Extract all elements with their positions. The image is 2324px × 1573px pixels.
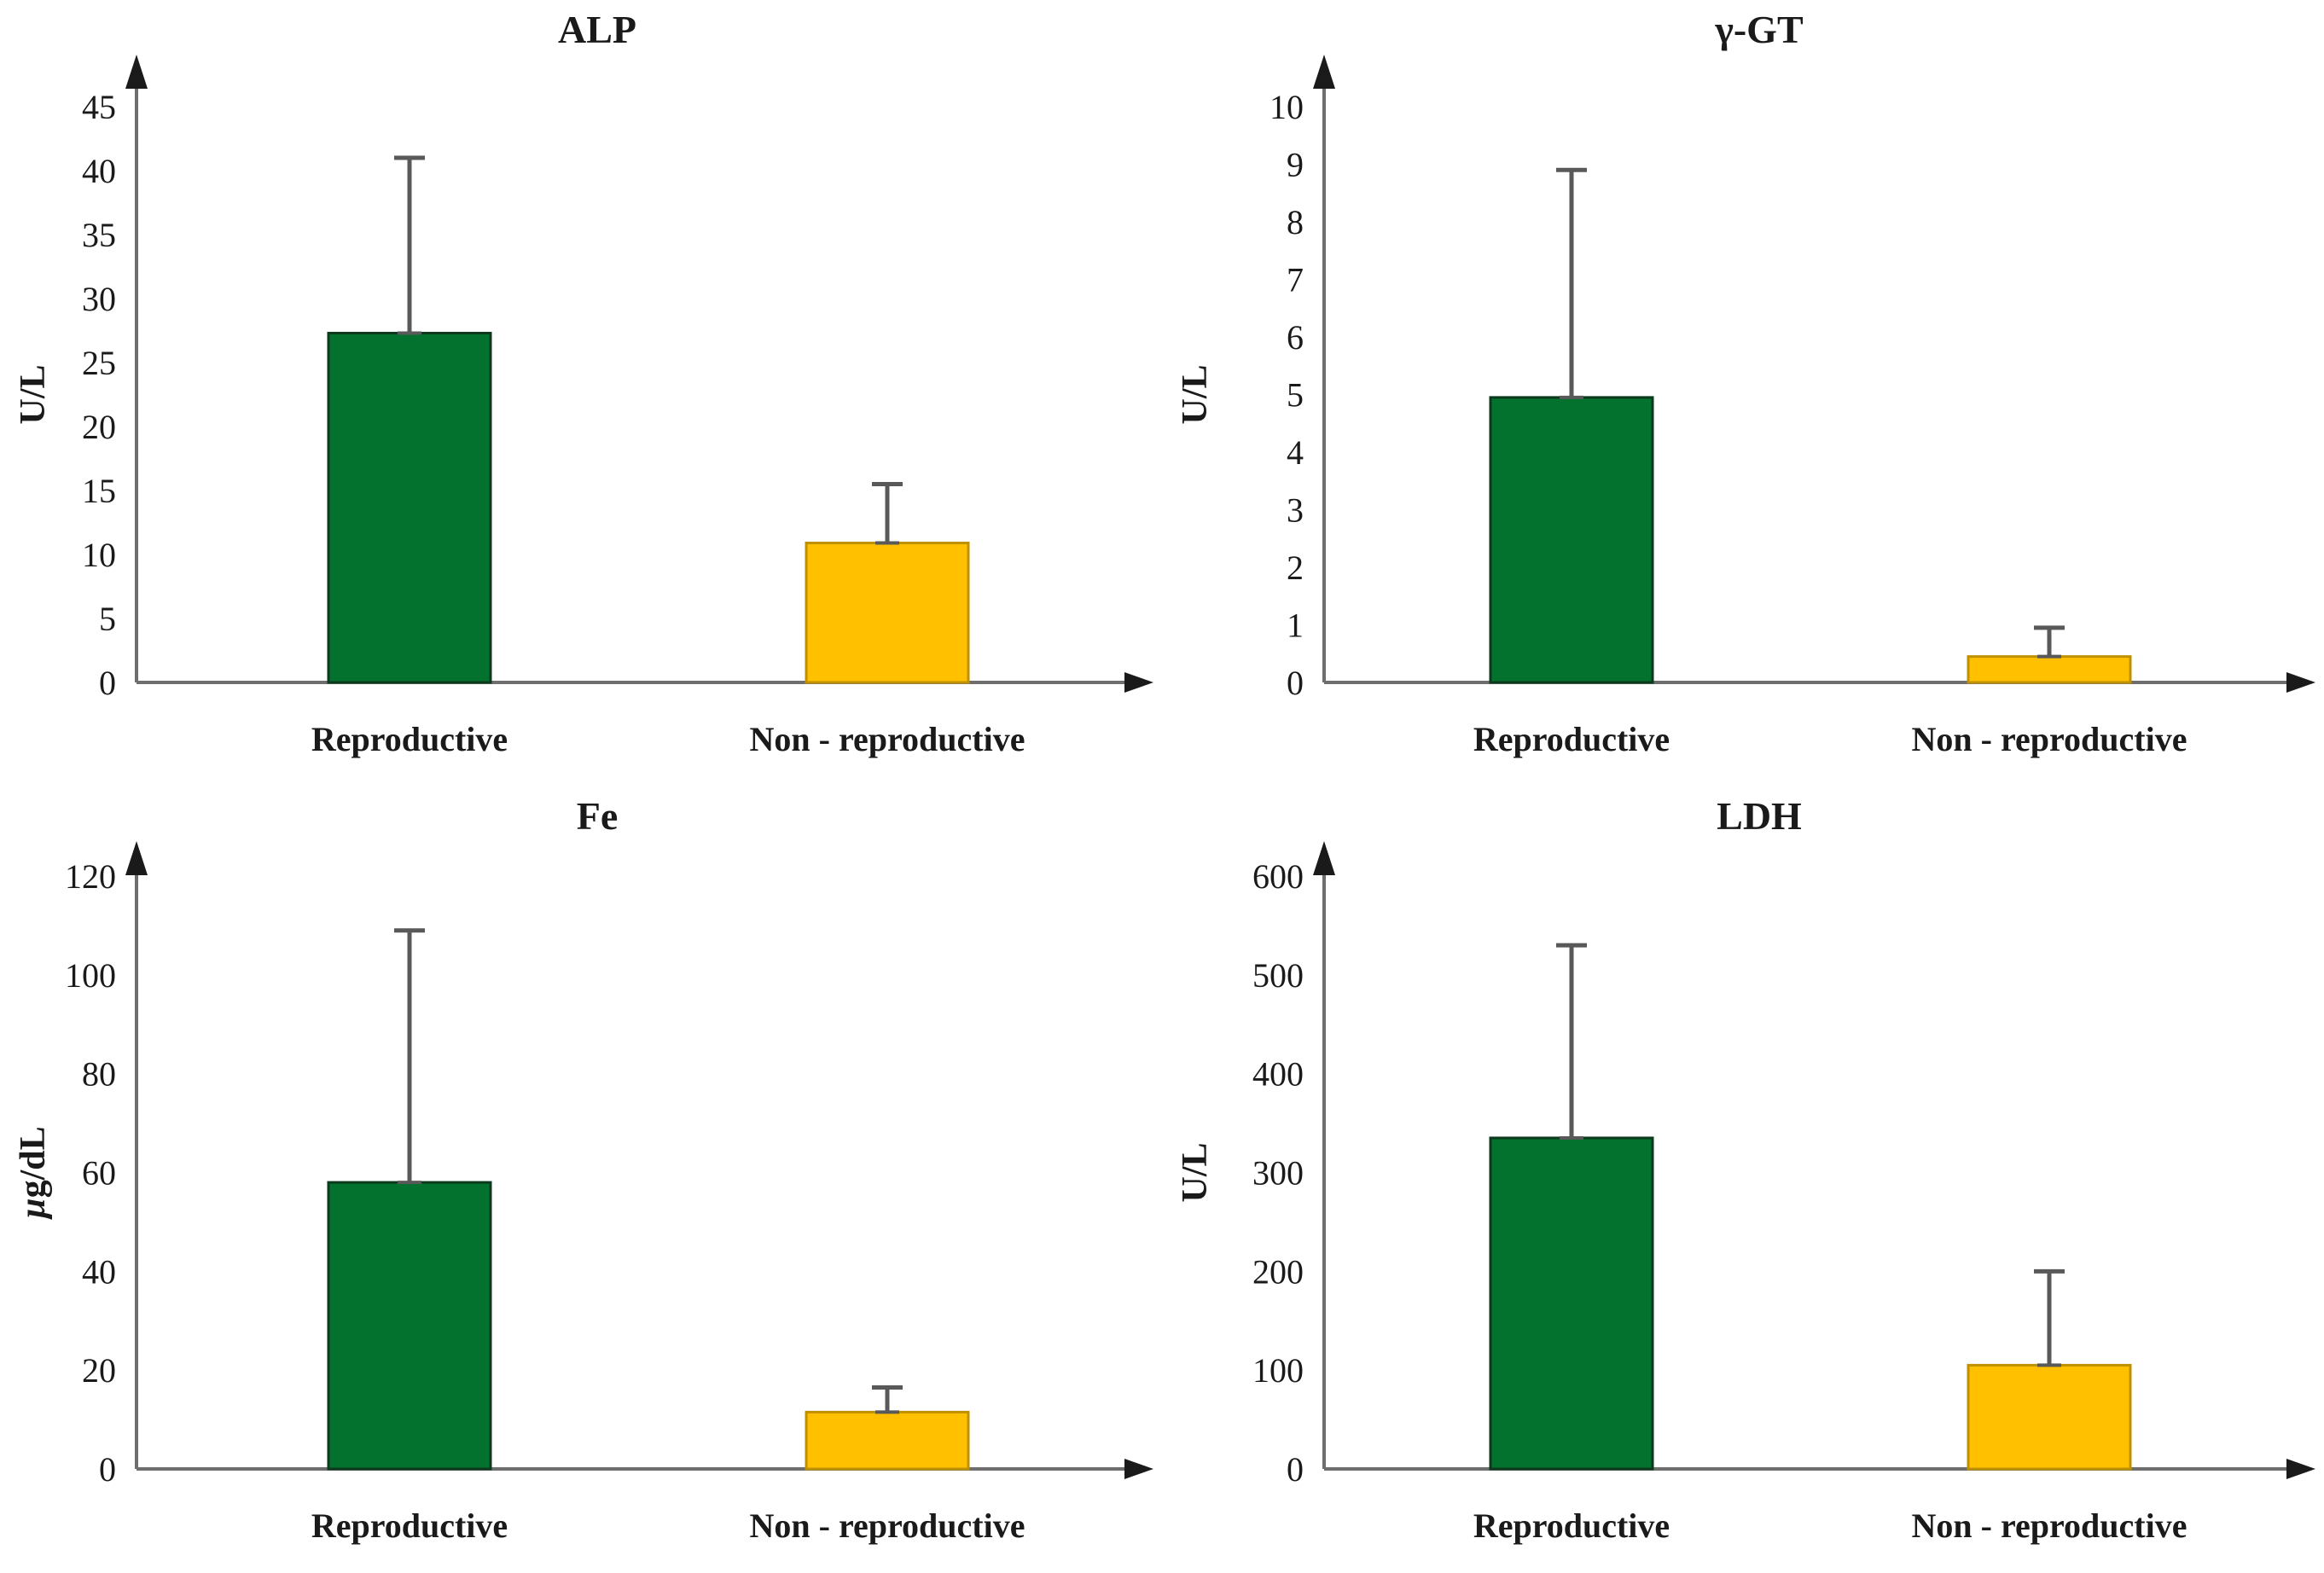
chart-svg: 0 100 200 300 400 500 600 U/L LDH Reproductive Non… <box>1176 794 2315 1545</box>
chart-title: Fe <box>577 794 619 838</box>
chart-svg: 0 5 10 15 20 25 30 35 40 45 U/L ALP Reproductive Non … <box>14 8 1153 758</box>
category-label: Reproductive <box>1473 1506 1670 1545</box>
y-tick-label: 200 <box>1252 1252 1304 1291</box>
category-label: Reproductive <box>1473 720 1670 758</box>
bar-non-reproductive <box>805 1410 970 1471</box>
chart-fe: 0 20 40 60 80 100 120 µg/dL Fe Reproductive Non - … <box>0 786 1162 1573</box>
chart-gamma-gt: 0 1 2 3 4 5 6 7 8 9 10 U/L γ-GT Reproductive Non - rep… <box>1162 0 2324 786</box>
chart-svg: 0 1 2 3 4 5 6 7 8 9 10 U/L γ-GT Reproductive Non - rep… <box>1176 8 2315 758</box>
y-tick-label: 100 <box>65 956 116 995</box>
y-tick-label: 5 <box>99 600 116 638</box>
y-axis-title: U/L <box>1176 364 1215 424</box>
bar-reproductive <box>327 332 492 684</box>
y-axis-arrow <box>125 55 148 89</box>
y-tick-label: 35 <box>82 216 116 254</box>
chart-ldh: 0 100 200 300 400 500 600 U/L LDH Reproductive Non… <box>1162 786 2324 1573</box>
x-axis-arrow <box>2286 1459 2315 1479</box>
category-label: Non - reproductive <box>750 720 1025 758</box>
y-tick-label: 300 <box>1252 1154 1304 1193</box>
category-label: Non - reproductive <box>1912 1506 2187 1545</box>
y-tick-label: 10 <box>82 536 116 574</box>
y-tick-label: 9 <box>1287 146 1304 184</box>
chart-title: ALP <box>558 8 636 51</box>
y-axis-title: U/L <box>1176 1142 1215 1202</box>
chart-title: LDH <box>1717 794 1802 838</box>
bar-reproductive <box>327 1181 492 1471</box>
bar-non-reproductive <box>1967 1363 2132 1471</box>
y-tick-label: 60 <box>82 1154 116 1193</box>
y-axis-title: U/L <box>14 364 53 424</box>
y-tick-label: 5 <box>1287 376 1304 415</box>
y-axis-arrow <box>1313 55 1335 89</box>
y-tick-label: 0 <box>1287 664 1304 702</box>
y-tick-label: 25 <box>82 344 116 382</box>
x-axis-arrow <box>1124 672 1153 693</box>
bar-reproductive <box>1489 396 1654 684</box>
category-label: Non - reproductive <box>1912 720 2187 758</box>
y-tick-label: 0 <box>99 664 116 702</box>
chart-alp: 0 5 10 15 20 25 30 35 40 45 U/L ALP Reproductive Non … <box>0 0 1162 786</box>
y-tick-label: 3 <box>1287 491 1304 530</box>
category-label: Non - reproductive <box>750 1506 1025 1545</box>
y-tick-label: 10 <box>1269 88 1304 126</box>
y-tick-label: 20 <box>82 408 116 446</box>
y-axis-arrow <box>1313 841 1335 875</box>
category-label: Reproductive <box>311 1506 508 1545</box>
y-tick-label: 2 <box>1287 549 1304 587</box>
y-tick-label: 7 <box>1287 261 1304 299</box>
y-tick-label: 40 <box>82 152 116 190</box>
bar-non-reproductive <box>1967 655 2132 684</box>
y-tick-label: 20 <box>82 1351 116 1390</box>
y-tick-label: 1 <box>1287 607 1304 645</box>
y-tick-label: 120 <box>65 857 116 896</box>
y-tick-label: 0 <box>1287 1450 1304 1489</box>
y-tick-label: 30 <box>82 280 116 318</box>
chart-svg: 0 20 40 60 80 100 120 µg/dL Fe Reproductive Non - … <box>14 794 1153 1545</box>
chart-title: γ-GT <box>1714 8 1803 51</box>
category-label: Reproductive <box>311 720 508 758</box>
y-tick-label: 400 <box>1252 1055 1304 1094</box>
x-axis-arrow <box>2286 672 2315 693</box>
y-tick-label: 8 <box>1287 203 1304 241</box>
y-axis-arrow <box>125 841 148 875</box>
y-tick-label: 500 <box>1252 956 1304 995</box>
y-tick-label: 80 <box>82 1055 116 1094</box>
bar-reproductive <box>1489 1136 1654 1471</box>
y-axis-title: µg/dL <box>14 1126 53 1220</box>
y-tick-label: 0 <box>99 1450 116 1489</box>
y-tick-label: 100 <box>1252 1351 1304 1390</box>
y-tick-label: 45 <box>82 88 116 126</box>
bar-non-reproductive <box>805 542 970 684</box>
y-tick-label: 40 <box>82 1252 116 1291</box>
y-tick-label: 4 <box>1287 433 1304 472</box>
y-tick-label: 600 <box>1252 857 1304 896</box>
x-axis-arrow <box>1124 1459 1153 1479</box>
y-tick-label: 15 <box>82 472 116 510</box>
y-tick-label: 6 <box>1287 318 1304 357</box>
